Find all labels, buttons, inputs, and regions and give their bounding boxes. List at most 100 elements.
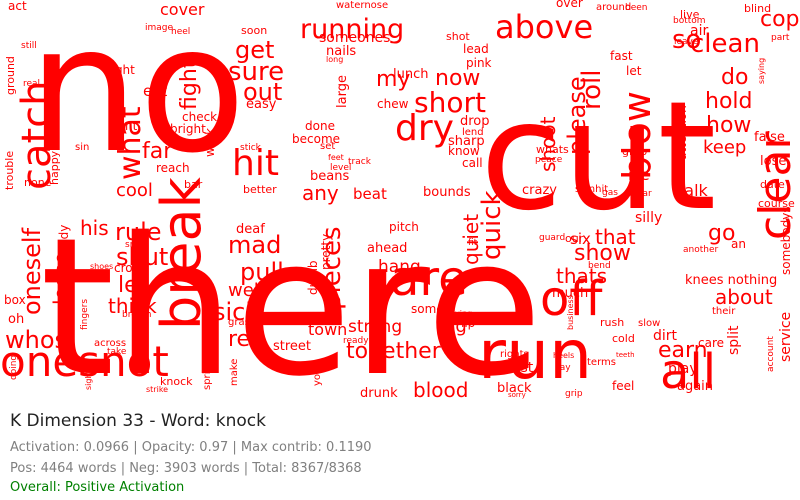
activation-stats: Activation: 0.0966 | Opacity: 0.97 | Max… bbox=[10, 440, 372, 455]
cloud-word: drop bbox=[460, 114, 490, 129]
cloud-word: cross bbox=[114, 261, 145, 275]
cloud-word: image bbox=[145, 23, 173, 33]
cloud-word: that bbox=[595, 225, 636, 249]
cloud-word: are bbox=[390, 251, 468, 307]
cloud-word: please bbox=[563, 76, 591, 155]
cloud-title: K Dimension 33 - Word: knock bbox=[10, 411, 266, 431]
cloud-word: part bbox=[771, 33, 790, 43]
cloud-word: hit bbox=[232, 143, 279, 184]
cloud-word: somebodys bbox=[779, 206, 793, 275]
cloud-word: there bbox=[40, 197, 543, 400]
cloud-word: big bbox=[439, 316, 467, 337]
cloud-word: let bbox=[118, 273, 147, 298]
cloud-word: any bbox=[302, 181, 339, 205]
cloud-word: drunk bbox=[360, 386, 398, 400]
cloud-word: much bbox=[552, 286, 588, 301]
cloud-word: nails bbox=[326, 44, 356, 59]
cloud-word: hold bbox=[705, 89, 752, 114]
cloud-word: guard bbox=[539, 233, 565, 243]
cloud-word: air bbox=[690, 23, 708, 39]
cloud-word: blood bbox=[413, 378, 468, 400]
cloud-word: act bbox=[8, 0, 27, 13]
cloud-word: shot bbox=[446, 30, 470, 43]
cloud-word: grab bbox=[622, 145, 647, 158]
cloud-word: his bbox=[80, 216, 109, 240]
cloud-word: quick bbox=[477, 190, 507, 260]
cloud-word: business bbox=[566, 295, 575, 330]
cloud-word: account bbox=[766, 336, 776, 372]
cloud-word: lose bbox=[760, 154, 786, 169]
cloud-word: some bbox=[411, 302, 444, 316]
word-counts: Pos: 4464 words | Neg: 3903 words | Tota… bbox=[10, 461, 362, 476]
cloud-word: bounds bbox=[423, 185, 471, 200]
cloud-word: all bbox=[660, 344, 716, 400]
cloud-word: sharp bbox=[448, 134, 485, 149]
cloud-word: work bbox=[203, 128, 217, 157]
cloud-word: say bbox=[555, 363, 571, 373]
cloud-word: no bbox=[28, 0, 246, 192]
cloud-word: thick bbox=[108, 294, 157, 318]
cloud-word: their bbox=[712, 306, 736, 317]
cloud-word: about bbox=[715, 285, 773, 309]
cloud-word: spring bbox=[202, 359, 213, 390]
cloud-word: go bbox=[708, 221, 735, 246]
cloud-word: feet bbox=[328, 153, 344, 162]
cloud-word: flying bbox=[450, 309, 472, 318]
cloud-word: doing bbox=[9, 355, 19, 380]
cloud-word: ice bbox=[628, 166, 650, 184]
cloud-word: silly bbox=[635, 210, 662, 226]
cloud-word: red bbox=[228, 327, 264, 352]
cloud-word: easy bbox=[246, 97, 277, 112]
cloud-word: check bbox=[182, 110, 217, 124]
cloud-word: waternose bbox=[336, 0, 388, 11]
cloud-word: catch bbox=[14, 80, 60, 190]
cloud-word: rights bbox=[500, 349, 529, 360]
cloud-word: beans bbox=[310, 169, 349, 184]
cloud-word: soon bbox=[241, 24, 267, 37]
cloud-word: reach bbox=[156, 161, 190, 175]
cloud-word: slow bbox=[638, 318, 660, 329]
cloud-word: mad bbox=[228, 231, 281, 259]
cloud-word: course bbox=[758, 197, 795, 210]
cloud-word: grip bbox=[565, 389, 583, 399]
cloud-word: pieces bbox=[317, 226, 347, 310]
cloud-word: crazy bbox=[522, 183, 557, 198]
cloud-word: dumb bbox=[306, 260, 320, 295]
cloud-word: shoot bbox=[536, 116, 560, 172]
cloud-word: box bbox=[4, 293, 26, 307]
cloud-word: date bbox=[760, 178, 785, 191]
cloud-word: track bbox=[348, 157, 372, 167]
cloud-word: long bbox=[326, 55, 343, 64]
cloud-word: better bbox=[243, 183, 277, 196]
cloud-word: fingers bbox=[80, 299, 90, 330]
cloud-word: clear bbox=[750, 131, 800, 240]
cloud-word: strike bbox=[146, 385, 168, 394]
cloud-word: rush bbox=[600, 316, 624, 329]
cloud-word: well bbox=[228, 280, 264, 301]
cloud-word: bloody bbox=[57, 225, 71, 265]
cloud-word: pretty bbox=[319, 234, 333, 270]
cloud-word: across bbox=[94, 338, 126, 349]
cloud-word: done bbox=[305, 119, 335, 133]
cloud-word: street bbox=[273, 339, 311, 354]
cloud-word: sight bbox=[84, 370, 93, 390]
cloud-word: still bbox=[21, 41, 37, 51]
cloud-word: cut bbox=[480, 70, 716, 244]
cloud-word: clean bbox=[690, 29, 760, 59]
cloud-word: peace bbox=[535, 155, 563, 165]
cloud-word: above bbox=[495, 8, 593, 46]
cloud-word: oh bbox=[8, 312, 24, 327]
cloud-word: feel bbox=[612, 379, 634, 393]
cloud-word: none bbox=[24, 176, 52, 189]
cloud-word: terms bbox=[587, 357, 616, 368]
cloud-word: my bbox=[376, 67, 410, 92]
cloud-word: fight bbox=[177, 59, 202, 110]
cloud-word: short bbox=[414, 86, 486, 119]
cloud-word: together bbox=[346, 339, 442, 364]
cloud-word: blow bbox=[615, 91, 659, 180]
cloud-word: again bbox=[677, 379, 713, 394]
cloud-word: dirt bbox=[653, 328, 678, 344]
cloud-word: cool bbox=[116, 180, 153, 201]
cloud-word: trouble bbox=[3, 151, 16, 190]
cloud-word: large bbox=[335, 75, 350, 108]
